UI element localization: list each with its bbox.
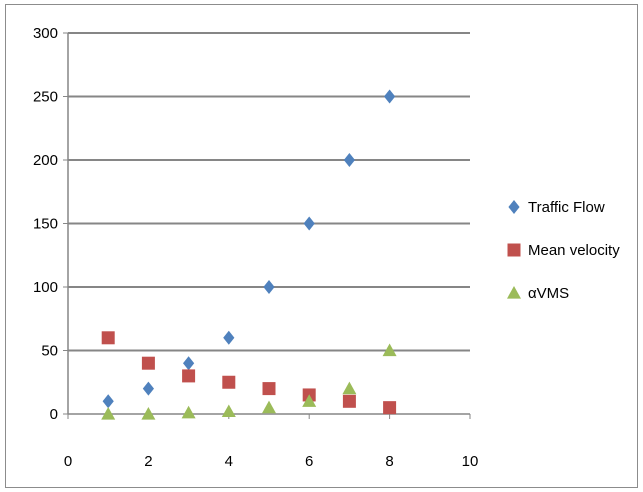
y-tick-label: 150 bbox=[33, 216, 58, 233]
series-1 bbox=[101, 331, 397, 415]
x-tick-label: 8 bbox=[385, 453, 393, 470]
data-point bbox=[262, 382, 276, 396]
y-axis-ticks: 0 50 100 150 200 250 300 bbox=[33, 25, 58, 423]
x-tick-label: 6 bbox=[305, 453, 313, 470]
data-point bbox=[141, 407, 156, 420]
data-point bbox=[181, 405, 196, 419]
x-tick-label: 2 bbox=[144, 453, 152, 470]
data-point bbox=[182, 369, 196, 383]
gridlines bbox=[68, 32, 470, 352]
legend-label: Mean velocity bbox=[528, 242, 620, 259]
series-2 bbox=[101, 343, 397, 420]
legend-marker bbox=[507, 286, 521, 299]
y-tick-label: 250 bbox=[33, 89, 58, 106]
data-point bbox=[262, 400, 276, 414]
data-point bbox=[343, 153, 355, 167]
data-points bbox=[101, 89, 397, 420]
y-tick-label: 0 bbox=[50, 406, 58, 423]
data-point bbox=[342, 381, 357, 395]
data-point bbox=[342, 394, 356, 408]
y-tick-label: 200 bbox=[33, 152, 58, 169]
legend-label: αVMS bbox=[528, 285, 569, 302]
data-point bbox=[221, 404, 236, 418]
legend: Traffic Flow Mean velocity αVMS bbox=[507, 199, 620, 302]
x-tick-label: 4 bbox=[225, 453, 233, 470]
x-tick-label: 10 bbox=[462, 453, 479, 470]
data-point bbox=[101, 407, 116, 420]
data-point bbox=[302, 394, 317, 407]
data-point bbox=[102, 394, 114, 409]
axes bbox=[63, 32, 471, 419]
legend-label: Traffic Flow bbox=[528, 199, 605, 216]
data-point bbox=[384, 89, 396, 104]
data-point bbox=[382, 343, 397, 357]
legend-marker bbox=[507, 243, 521, 257]
y-tick-label: 50 bbox=[41, 343, 58, 360]
data-point bbox=[142, 381, 154, 396]
data-point bbox=[101, 331, 115, 345]
x-axis-ticks: 0 2 4 6 8 10 bbox=[64, 453, 479, 470]
series-0 bbox=[102, 89, 396, 409]
data-point bbox=[263, 280, 275, 294]
data-point bbox=[183, 356, 195, 371]
data-point bbox=[141, 356, 155, 370]
x-tick-label: 0 bbox=[64, 453, 72, 470]
data-point bbox=[222, 375, 236, 389]
y-tick-label: 100 bbox=[33, 279, 58, 296]
legend-marker bbox=[508, 200, 520, 214]
data-point bbox=[383, 401, 397, 415]
data-point bbox=[303, 216, 315, 231]
data-point bbox=[223, 330, 235, 345]
y-tick-label: 300 bbox=[33, 25, 58, 42]
chart-area bbox=[5, 4, 638, 488]
